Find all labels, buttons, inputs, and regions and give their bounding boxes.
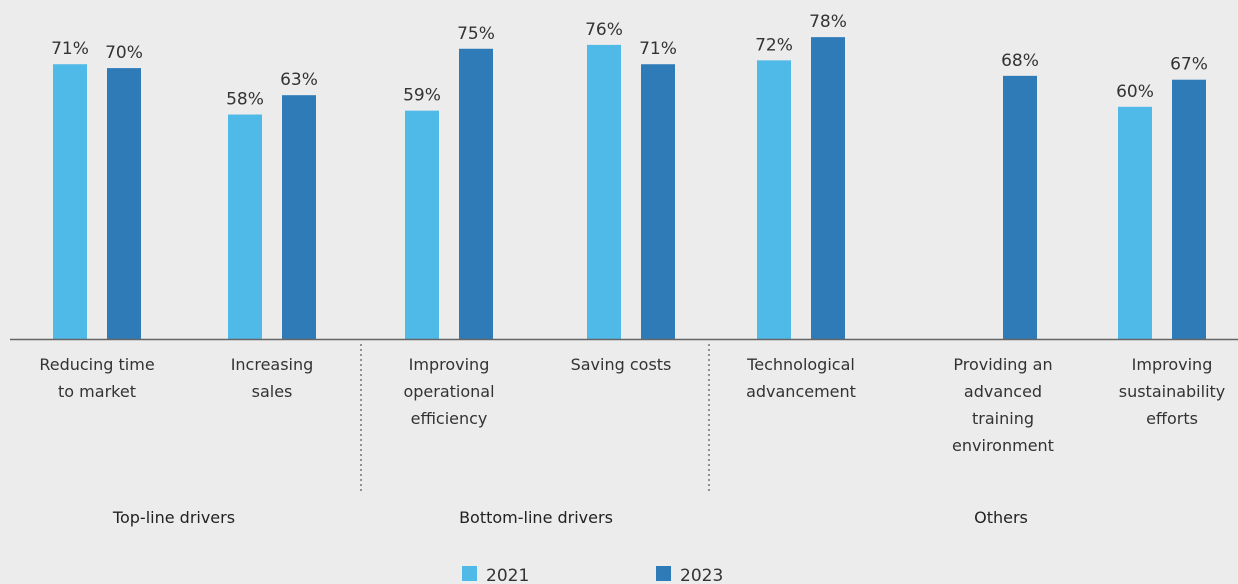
legend: 2021 2023	[462, 566, 723, 584]
data-label-2021-1: 58%	[226, 90, 264, 110]
bar-2021-3	[587, 44, 621, 339]
legend-label-2021: 2021	[486, 566, 529, 584]
bar-2021-0	[53, 64, 87, 339]
category-label-0: Reducing time to market	[39, 355, 154, 401]
category-label-1: Increasing sales	[231, 355, 314, 401]
category-labels: Reducing time to market Increasing sales Imp…	[39, 355, 1225, 455]
data-label-2023-3: 71%	[639, 39, 677, 59]
category-label-3: Saving costs	[571, 355, 672, 374]
bar-2023-3	[641, 64, 675, 339]
data-label-2023-0: 70%	[105, 43, 143, 63]
data-label-2023-6: 67%	[1170, 55, 1208, 75]
data-label-2021-2: 59%	[403, 86, 441, 106]
data-labels: 71% 58% 59% 76% 72% 60% 70% 63% 75% 71% 78% 68% 67%	[51, 12, 1208, 109]
group-label-0: Top-line drivers	[112, 508, 235, 527]
bar-2023-2	[459, 48, 493, 339]
data-label-2021-3: 76%	[585, 20, 623, 40]
bar-2021-4	[757, 60, 791, 340]
bar-2023-5	[1003, 75, 1037, 339]
bar-2021-1	[228, 114, 262, 339]
data-label-2023-5: 68%	[1001, 51, 1039, 71]
category-label-5: Providing an advanced training environment	[952, 355, 1054, 455]
category-label-6: Improving sustainability efforts	[1119, 355, 1226, 428]
bar-2021-6	[1118, 106, 1152, 339]
bars	[53, 37, 1206, 340]
data-label-2021-0: 71%	[51, 39, 89, 59]
bar-2023-0	[107, 68, 141, 339]
bar-2023-4	[811, 37, 845, 339]
data-label-2023-2: 75%	[457, 24, 495, 44]
data-label-2021-6: 60%	[1116, 82, 1154, 102]
bar-2023-1	[282, 95, 316, 339]
group-dividers	[360, 344, 710, 494]
group-label-2: Others	[974, 508, 1028, 527]
category-label-4: Technological advancement	[746, 355, 856, 401]
legend-swatch-2023	[656, 566, 671, 581]
group-labels: Top-line drivers Bottom-line drivers Other…	[112, 508, 1028, 527]
data-label-2023-1: 63%	[280, 70, 318, 90]
data-label-2021-4: 72%	[755, 35, 793, 55]
bar-2023-6	[1172, 79, 1206, 340]
category-label-2: Improving operational efficiency	[403, 355, 494, 428]
data-label-2023-4: 78%	[809, 12, 847, 32]
group-label-1: Bottom-line drivers	[459, 508, 613, 527]
legend-swatch-2021	[462, 566, 477, 581]
bar-2021-2	[405, 110, 439, 339]
legend-label-2023: 2023	[680, 566, 723, 584]
